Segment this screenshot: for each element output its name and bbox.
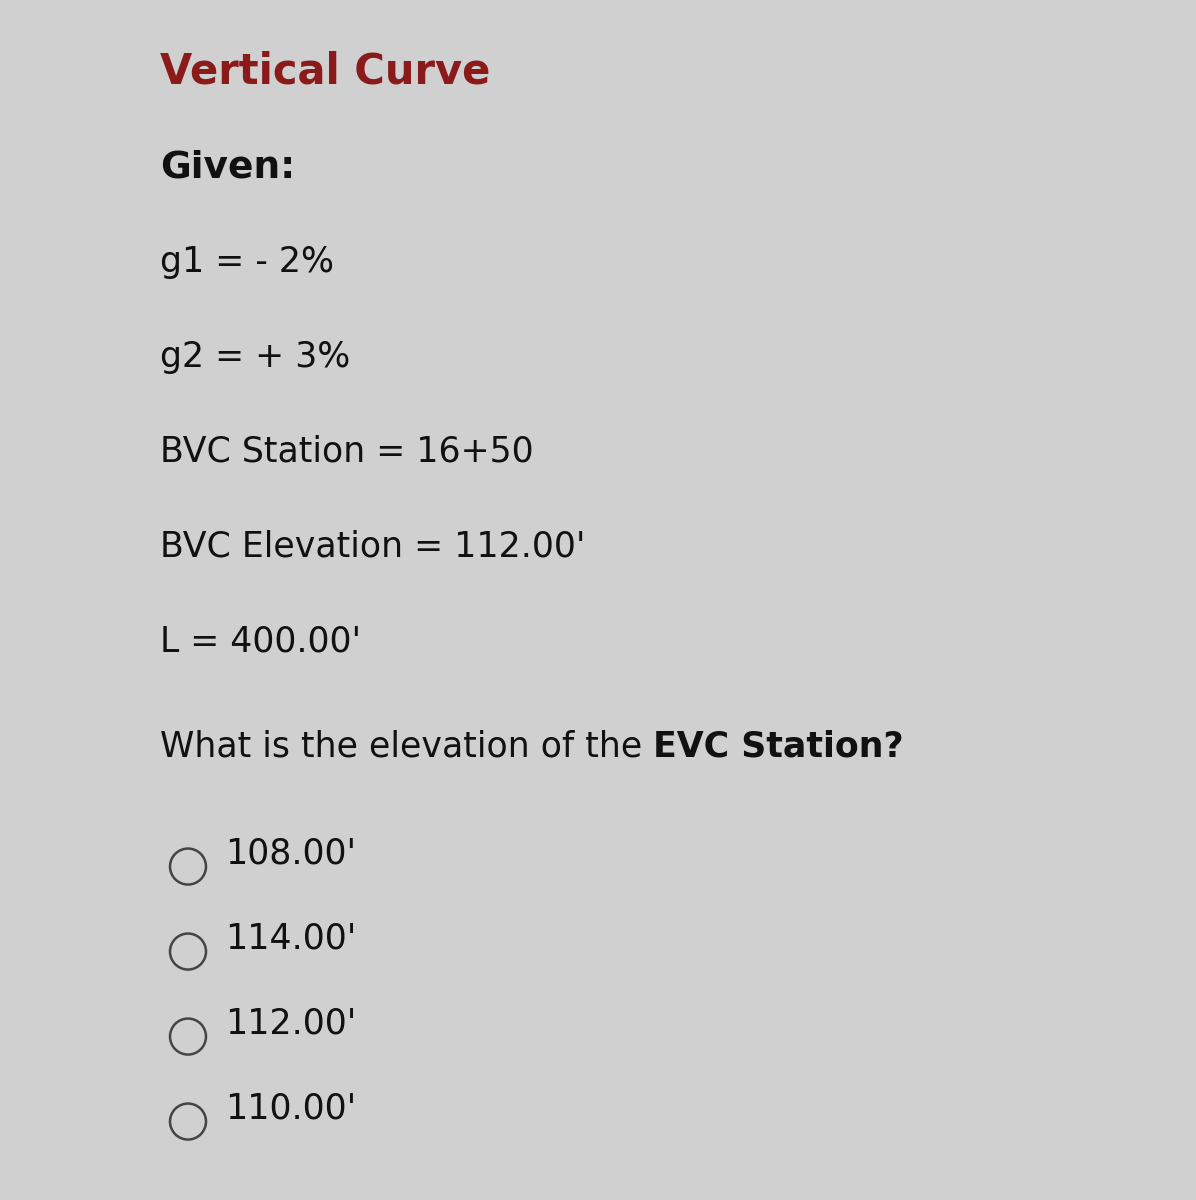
Text: BVC Elevation = 112.00': BVC Elevation = 112.00': [160, 529, 586, 564]
Text: What is the elevation of the: What is the elevation of the: [160, 730, 653, 763]
Text: g1 = - 2%: g1 = - 2%: [160, 245, 334, 278]
Text: 110.00': 110.00': [225, 1091, 356, 1126]
Text: g2 = + 3%: g2 = + 3%: [160, 340, 350, 373]
Text: L = 400.00': L = 400.00': [160, 625, 361, 659]
Text: Vertical Curve: Vertical Curve: [160, 50, 490, 92]
Text: EVC Station?: EVC Station?: [653, 730, 904, 763]
Text: Given:: Given:: [160, 150, 295, 186]
Text: BVC Station = 16+50: BVC Station = 16+50: [160, 434, 533, 469]
Text: 108.00': 108.00': [225, 836, 356, 870]
Text: 114.00': 114.00': [225, 922, 356, 955]
Text: 112.00': 112.00': [225, 1007, 356, 1040]
